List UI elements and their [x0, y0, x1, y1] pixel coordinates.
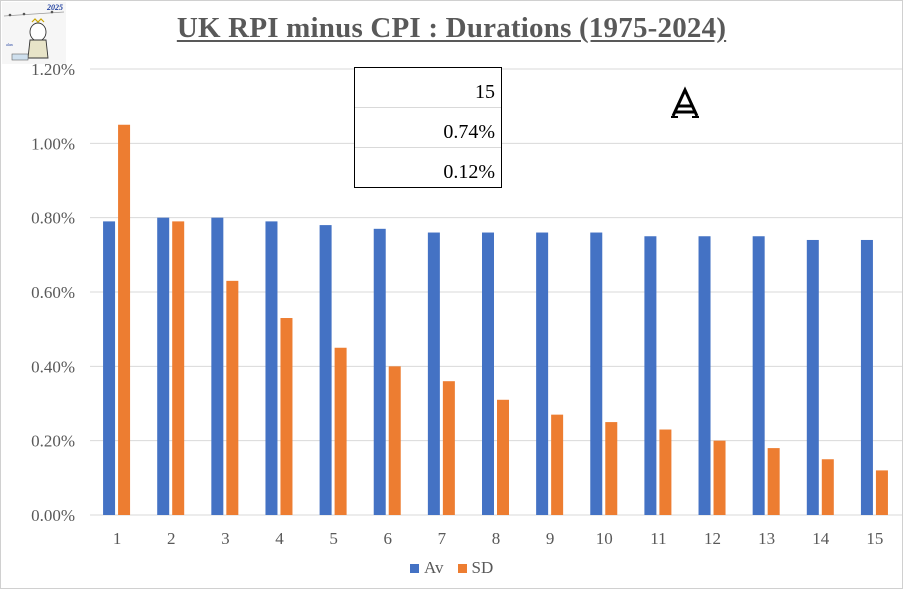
x-tick-label: 10	[596, 529, 613, 548]
x-tick-label: 4	[275, 529, 284, 548]
legend-label-av: Av	[424, 558, 444, 577]
bar-sd-2	[172, 221, 185, 515]
author-mark-icon	[671, 86, 699, 118]
bar-av-2	[157, 217, 170, 515]
logo-year: 2025	[46, 3, 63, 12]
bar-av-10	[590, 232, 603, 516]
bar-sd-10	[605, 422, 618, 515]
bar-sd-4	[280, 318, 293, 515]
x-tick-label: 11	[650, 529, 666, 548]
x-tick-label: 12	[704, 529, 721, 548]
x-tick-label: 7	[438, 529, 447, 548]
bar-av-11	[644, 236, 657, 515]
bar-av-13	[752, 236, 765, 515]
x-tick-label: 8	[492, 529, 501, 548]
bar-av-7	[427, 232, 440, 516]
x-tick-label: 2	[167, 529, 176, 548]
summary-duration: 15	[355, 68, 501, 108]
x-tick-label: 3	[221, 529, 230, 548]
bar-sd-8	[497, 399, 509, 515]
bar-av-3	[211, 217, 224, 515]
legend-swatch-sd	[457, 563, 467, 573]
x-tick-label: 1	[113, 529, 122, 548]
svg-text:alan: alan	[6, 42, 13, 47]
y-axis-ticks: 0.00% 0.20% 0.40% 0.60% 0.80% 1.00% 1.20%	[31, 60, 75, 525]
bar-av-15	[860, 239, 873, 515]
bar-av-12	[698, 236, 711, 515]
bar-sd-5	[334, 347, 347, 515]
x-tick-label: 15	[866, 529, 883, 548]
y-tick-label: 1.20%	[31, 60, 75, 79]
bar-sd-13	[767, 448, 780, 515]
bar-sd-7	[442, 381, 455, 515]
bar-sd-15	[875, 470, 888, 515]
bar-sd-12	[713, 440, 726, 515]
chart-legend: Av SD	[410, 558, 507, 578]
bar-av-14	[806, 239, 819, 515]
y-tick-label: 0.20%	[31, 432, 75, 451]
legend-item-av: Av	[410, 558, 444, 578]
logo-image: 2025 alan	[2, 2, 66, 64]
x-axis-ticks: 1 2 3 4 5 6 7 8 9 10 11 12 13 14 15	[113, 529, 884, 548]
y-tick-label: 0.40%	[31, 357, 75, 376]
legend-swatch-av	[410, 563, 419, 573]
bar-sd-3	[226, 280, 239, 515]
bar-sd-6	[388, 366, 401, 515]
y-tick-label: 0.00%	[31, 506, 75, 525]
bars	[103, 124, 888, 516]
y-tick-label: 0.80%	[31, 209, 75, 228]
bar-sd-11	[659, 429, 672, 515]
bar-av-1	[103, 221, 116, 515]
legend-label-sd: SD	[471, 558, 494, 577]
summary-box: 15 0.74% 0.12%	[354, 67, 502, 188]
bar-av-6	[373, 228, 386, 516]
y-tick-label: 0.60%	[31, 283, 75, 302]
x-tick-label: 6	[383, 529, 392, 548]
legend-item-sd: SD	[457, 558, 494, 578]
x-tick-label: 5	[329, 529, 338, 548]
bar-sd-14	[821, 459, 834, 515]
summary-sd: 0.12%	[443, 161, 495, 183]
bar-sd-9	[551, 414, 564, 515]
y-tick-label: 1.00%	[31, 134, 75, 153]
x-tick-label: 14	[812, 529, 830, 548]
bar-av-9	[536, 232, 549, 516]
bar-av-5	[319, 225, 332, 515]
bar-sd-1	[118, 124, 131, 515]
bar-av-4	[265, 221, 278, 515]
x-tick-label: 9	[546, 529, 555, 548]
chart-title: UK RPI minus CPI : Durations (1975-2024)	[176, 12, 727, 44]
summary-average: 0.74%	[355, 108, 501, 148]
bar-av-8	[482, 232, 494, 516]
x-tick-label: 13	[758, 529, 775, 548]
